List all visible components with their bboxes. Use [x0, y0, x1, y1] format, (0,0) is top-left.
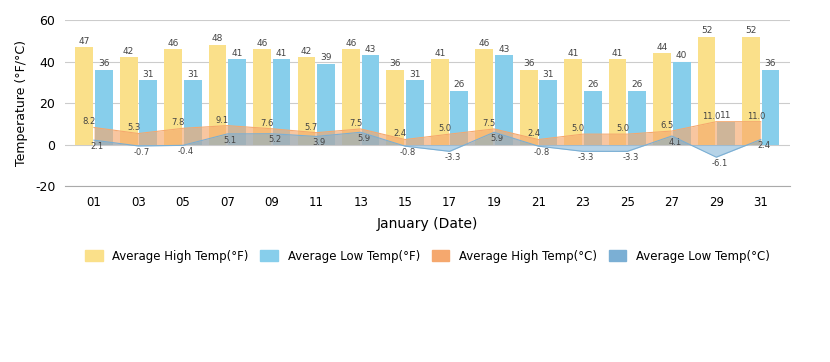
Text: 52: 52	[745, 26, 757, 35]
Bar	[208, 45, 227, 144]
Bar	[431, 59, 449, 144]
Text: 7.5: 7.5	[482, 119, 496, 128]
Bar	[317, 64, 334, 144]
Bar	[762, 70, 779, 144]
Bar	[183, 80, 202, 144]
Text: -3.3: -3.3	[444, 153, 461, 162]
Text: 5.9: 5.9	[357, 134, 370, 143]
Text: -0.8: -0.8	[400, 148, 416, 157]
Bar	[653, 53, 671, 144]
Bar	[717, 122, 735, 144]
Text: -6.1: -6.1	[711, 159, 727, 168]
Bar	[387, 70, 404, 144]
Bar	[698, 37, 715, 144]
Bar	[139, 80, 157, 144]
Text: 42: 42	[123, 47, 134, 56]
X-axis label: January (Date): January (Date)	[377, 217, 478, 231]
Text: 2.4: 2.4	[393, 130, 407, 139]
Text: 43: 43	[364, 45, 376, 54]
Bar	[628, 90, 646, 144]
Text: 3.9: 3.9	[313, 138, 325, 147]
Bar	[520, 70, 538, 144]
Text: 5.9: 5.9	[491, 134, 504, 143]
Text: 31: 31	[409, 70, 421, 79]
Text: -0.4: -0.4	[178, 147, 194, 156]
Text: 41: 41	[232, 49, 242, 58]
Bar	[540, 80, 557, 144]
Text: 7.6: 7.6	[260, 119, 274, 128]
Text: 46: 46	[168, 39, 178, 47]
Bar	[228, 59, 246, 144]
Bar	[362, 55, 379, 144]
Bar	[95, 70, 113, 144]
Text: 11.0: 11.0	[747, 111, 765, 121]
Text: 5.2: 5.2	[268, 135, 281, 144]
Text: 11: 11	[720, 111, 732, 120]
Text: 42: 42	[300, 47, 312, 56]
Text: 41: 41	[568, 49, 579, 58]
Text: 31: 31	[543, 70, 554, 79]
Text: 2.4: 2.4	[757, 141, 770, 150]
Text: 7.8: 7.8	[171, 118, 184, 127]
Text: 26: 26	[632, 80, 643, 89]
Text: 41: 41	[612, 49, 623, 58]
Text: 31: 31	[143, 70, 154, 79]
Text: 46: 46	[256, 39, 267, 47]
Text: 31: 31	[187, 70, 198, 79]
Text: 46: 46	[479, 39, 490, 47]
Bar	[342, 49, 359, 144]
Text: 5.3: 5.3	[127, 123, 140, 132]
Legend: Average High Temp(°F), Average Low Temp(°F), Average High Temp(°C), Average Low : Average High Temp(°F), Average Low Temp(…	[81, 245, 774, 268]
Text: 41: 41	[276, 49, 287, 58]
Bar	[495, 55, 513, 144]
Text: 5.0: 5.0	[438, 124, 452, 133]
Text: 5.1: 5.1	[223, 136, 237, 144]
Text: 11.0: 11.0	[702, 111, 720, 121]
Bar	[406, 80, 424, 144]
Text: 4.1: 4.1	[668, 138, 681, 147]
Text: 36: 36	[523, 59, 535, 68]
Text: 26: 26	[454, 80, 465, 89]
Text: -0.7: -0.7	[133, 148, 149, 157]
Bar	[583, 90, 602, 144]
Bar	[253, 49, 271, 144]
Text: 39: 39	[320, 53, 332, 62]
Text: 7.5: 7.5	[349, 119, 363, 128]
Text: 40: 40	[676, 51, 687, 60]
Text: 36: 36	[98, 59, 110, 68]
Text: 5.0: 5.0	[616, 124, 629, 133]
Text: 36: 36	[764, 59, 776, 68]
Bar	[673, 62, 691, 144]
Bar	[272, 59, 290, 144]
Text: 43: 43	[498, 45, 510, 54]
Bar	[164, 49, 182, 144]
Bar	[476, 49, 493, 144]
Bar	[297, 57, 315, 144]
Text: 47: 47	[79, 37, 90, 46]
Text: 36: 36	[389, 59, 401, 68]
Bar	[451, 90, 468, 144]
Text: 52: 52	[701, 26, 712, 35]
Text: 41: 41	[434, 49, 446, 58]
Text: 26: 26	[587, 80, 598, 89]
Text: 2.1: 2.1	[90, 142, 104, 151]
Y-axis label: Temperature (°F/°C): Temperature (°F/°C)	[15, 40, 28, 166]
Text: 5.7: 5.7	[305, 123, 318, 132]
Bar	[76, 47, 93, 144]
Text: 2.4: 2.4	[527, 130, 540, 139]
Text: 48: 48	[212, 34, 223, 43]
Text: -3.3: -3.3	[622, 153, 638, 162]
Bar	[742, 37, 759, 144]
Bar	[120, 57, 138, 144]
Text: 8.2: 8.2	[82, 117, 95, 126]
Text: 9.1: 9.1	[216, 115, 229, 125]
Bar	[564, 59, 582, 144]
Bar	[608, 59, 627, 144]
Text: 5.0: 5.0	[572, 124, 584, 133]
Text: -3.3: -3.3	[578, 153, 594, 162]
Text: 6.5: 6.5	[661, 121, 674, 130]
Text: 46: 46	[345, 39, 357, 47]
Text: 44: 44	[657, 43, 667, 52]
Text: -0.8: -0.8	[534, 148, 549, 157]
